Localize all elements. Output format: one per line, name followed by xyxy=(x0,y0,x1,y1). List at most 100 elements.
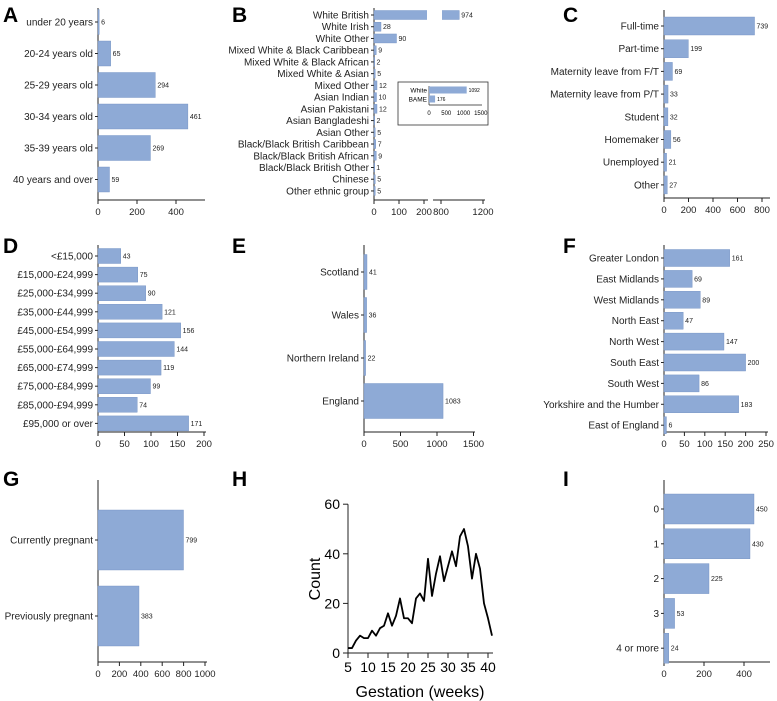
category-label: £85,000-£94,999 xyxy=(17,400,93,411)
value-label: 12 xyxy=(379,83,387,90)
bar xyxy=(373,45,377,55)
bar xyxy=(663,249,730,267)
bar xyxy=(663,39,689,58)
category-label: Mixed White & Asian xyxy=(277,69,369,80)
bar xyxy=(97,40,111,67)
inset-tick-label: 0 xyxy=(427,111,431,117)
bar xyxy=(373,80,378,91)
inset-bar xyxy=(429,86,467,94)
panel-letter: B xyxy=(232,4,247,27)
bar xyxy=(663,270,693,288)
inset-category-label: White xyxy=(410,88,427,95)
category-label: Other xyxy=(634,180,660,191)
category-label: White Irish xyxy=(322,22,369,33)
category-label: £25,000-£34,999 xyxy=(17,289,93,300)
inset-tick-label: 1500 xyxy=(474,111,488,117)
x-tick-label: 0 xyxy=(661,669,666,680)
x-tick-label: 500 xyxy=(393,439,409,450)
value-label: 90 xyxy=(148,291,156,298)
x-tick-label: 50 xyxy=(679,439,690,450)
value-label: 269 xyxy=(152,146,164,153)
panel-C: C 0 200 400 600 800 Full-time 739 Part-time 199 Ma… xyxy=(550,4,770,216)
bar xyxy=(373,33,397,44)
x-tick-label: 800 xyxy=(433,207,449,218)
panel-letter: D xyxy=(3,235,18,258)
x-tick-label: 30 xyxy=(440,659,456,675)
category-label: Asian Pakistani xyxy=(301,104,369,115)
x-tick-label: 15 xyxy=(380,659,396,675)
inset-tick-label: 500 xyxy=(441,111,452,117)
category-label: 0 xyxy=(653,505,659,516)
value-label: 69 xyxy=(674,69,682,76)
bar xyxy=(97,509,184,571)
x-tick-label: 35 xyxy=(460,659,476,675)
axis-break-gap xyxy=(427,9,442,21)
category-label: Full-time xyxy=(621,22,660,33)
category-label: Mixed Other xyxy=(315,81,370,92)
category-label: Black/Black British Other xyxy=(259,163,370,174)
bar xyxy=(97,585,140,647)
category-label: Black/Black British African xyxy=(253,151,369,162)
bar xyxy=(97,359,162,376)
bar xyxy=(373,151,377,161)
bar xyxy=(663,152,667,172)
category-label: South West xyxy=(607,379,659,390)
x-tick-label: 0 xyxy=(95,669,100,680)
value-label: 33 xyxy=(670,92,678,99)
panel-letter: G xyxy=(3,468,19,491)
bar xyxy=(97,341,175,357)
bar xyxy=(663,563,710,594)
value-label: 56 xyxy=(673,137,681,144)
category-label: Yorkshire and the Humber xyxy=(543,400,659,411)
x-tick-label: 25 xyxy=(420,659,436,675)
category-label: Part-time xyxy=(618,44,659,55)
bar xyxy=(663,633,669,664)
x-tick-label: 40 xyxy=(480,659,496,675)
x-tick-label: 400 xyxy=(168,207,184,218)
category-label: White British xyxy=(313,11,369,22)
category-label: England xyxy=(322,397,359,408)
x-tick-label: 1200 xyxy=(472,207,493,218)
category-label: West Midlands xyxy=(594,295,659,306)
bar xyxy=(97,322,181,339)
bar xyxy=(663,16,755,36)
value-label: 147 xyxy=(726,339,738,346)
x-tick-label: 200 xyxy=(696,669,712,680)
panel-letter: C xyxy=(563,4,578,27)
bar xyxy=(663,598,675,629)
bar xyxy=(363,340,366,376)
x-tick-label: 200 xyxy=(196,439,212,450)
x-tick-label: 800 xyxy=(176,669,192,680)
bar xyxy=(663,62,673,81)
category-label: Maternity leave from P/T xyxy=(550,90,659,101)
category-label: 25-29 years old xyxy=(24,81,93,92)
panel-E: E 0 500 1000 1500 Scotland 41 Wales 36 Northern I… xyxy=(232,235,484,450)
category-label: £55,000-£64,999 xyxy=(17,345,93,356)
value-label: 225 xyxy=(711,576,723,583)
y-tick-label: 40 xyxy=(324,546,340,562)
bar xyxy=(97,166,110,193)
x-tick-label: 400 xyxy=(705,205,721,216)
x-tick-label: 200 xyxy=(111,669,127,680)
inset-category-label: BAME xyxy=(409,97,428,104)
bar xyxy=(97,135,151,161)
bar xyxy=(663,493,755,525)
bar xyxy=(97,103,189,130)
category-label: Asian Bangladeshi xyxy=(286,116,369,127)
category-label: Scotland xyxy=(320,268,359,279)
category-label: £15,000-£24,999 xyxy=(17,270,93,281)
value-label: 86 xyxy=(701,381,709,388)
category-label: Greater London xyxy=(589,254,659,265)
category-label: Unemployed xyxy=(603,158,659,169)
panel-G: G 0 200 400 600 800 1000 Currently pregnant 799 P… xyxy=(3,468,216,680)
category-label: Other ethnic group xyxy=(286,186,369,197)
category-label: Mixed White & Black African xyxy=(244,57,369,68)
x-tick-label: 400 xyxy=(133,669,149,680)
value-label: 27 xyxy=(669,182,677,189)
panel-F: F 0 50 100 150 200 250 Greater London 161 East Mi… xyxy=(543,235,774,450)
value-label: 36 xyxy=(369,313,377,320)
value-label: 5 xyxy=(377,188,381,195)
value-label: 5 xyxy=(377,130,381,137)
category-label: Northern Ireland xyxy=(287,354,359,365)
